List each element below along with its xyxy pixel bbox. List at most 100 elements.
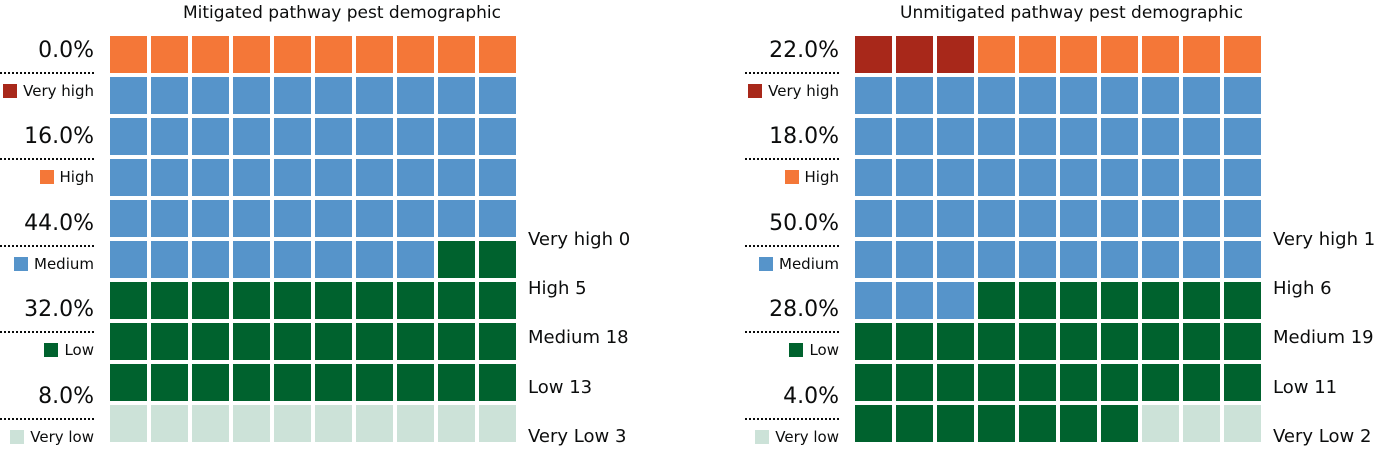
percent-label-low: 32.0% [24, 297, 94, 322]
waffle-cell-medium [110, 159, 147, 196]
waffle-cell-medium [110, 241, 147, 278]
waffle-cell-medium [855, 241, 892, 278]
waffle-cell-high [233, 36, 270, 73]
very-high-swatch [748, 84, 763, 98]
waffle-cell-low [274, 282, 311, 319]
waffle-cell-medium [110, 77, 147, 114]
waffle-cell-medium [356, 159, 393, 196]
waffle-cell-low [978, 364, 1015, 401]
waffle-cell-medium [192, 159, 229, 196]
count-high: High 6 [1273, 278, 1332, 299]
waffle-cell-very-low [1142, 405, 1179, 442]
waffle-cell-medium [479, 118, 516, 155]
waffle-cell-medium [1060, 77, 1097, 114]
waffle-cell-high [1183, 36, 1220, 73]
legend-low: Low [745, 341, 839, 359]
waffle-cell-low [1183, 282, 1220, 319]
waffle-cell-low [110, 282, 147, 319]
waffle-cell-low [356, 282, 393, 319]
waffle-cell-medium [1183, 118, 1220, 155]
waffle-cell-medium [978, 118, 1015, 155]
waffle-cell-medium [397, 200, 434, 237]
waffle-cell-low [397, 323, 434, 360]
waffle-cell-medium [978, 159, 1015, 196]
waffle-cell-low [1101, 364, 1138, 401]
divider [0, 158, 94, 160]
waffle-cell-very-low [479, 405, 516, 442]
waffle-cell-medium [315, 159, 352, 196]
waffle-cell-medium [978, 200, 1015, 237]
divider [745, 245, 839, 247]
waffle-cell-medium [1142, 159, 1179, 196]
waffle-cell-medium [356, 118, 393, 155]
waffle-cell-medium [896, 282, 933, 319]
waffle-cell-low [978, 405, 1015, 442]
waffle-cell-medium [1101, 118, 1138, 155]
waffle-cell-medium [896, 200, 933, 237]
waffle-cell-low [192, 282, 229, 319]
waffle-cell-very-low [397, 405, 434, 442]
waffle-cell-medium [438, 200, 475, 237]
waffle-cell-low [1060, 405, 1097, 442]
count-very-high: Very high 0 [528, 229, 631, 250]
waffle-cell-medium [855, 77, 892, 114]
waffle-cell-low [438, 282, 475, 319]
waffle-cell-medium [110, 200, 147, 237]
waffle-cell-very-low [151, 405, 188, 442]
waffle-cell-medium [937, 241, 974, 278]
waffle-cell-low [1101, 282, 1138, 319]
waffle-cell-low [397, 282, 434, 319]
waffle-cell-medium [151, 241, 188, 278]
count-high: High 5 [528, 278, 587, 299]
waffle-cell-medium [356, 200, 393, 237]
waffle-cell-medium [110, 118, 147, 155]
waffle-cell-medium [315, 241, 352, 278]
waffle-cell-medium [233, 200, 270, 237]
waffle-cell-low [438, 323, 475, 360]
legend-medium: Medium [0, 255, 94, 273]
percent-label-medium: 50.0% [769, 211, 839, 236]
waffle-cell-very-low [192, 405, 229, 442]
waffle-cell-low [1183, 323, 1220, 360]
waffle-cell-low [479, 282, 516, 319]
waffle-cell-medium [274, 200, 311, 237]
waffle-cell-low [896, 323, 933, 360]
waffle-cell-medium [397, 159, 434, 196]
legend-high: High [0, 168, 94, 186]
waffle-cell-very-high [937, 36, 974, 73]
waffle-cell-medium [855, 200, 892, 237]
waffle-cell-low [1060, 282, 1097, 319]
waffle-cell-high [356, 36, 393, 73]
waffle-cell-medium [1101, 200, 1138, 237]
waffle-cell-low [315, 282, 352, 319]
waffle-cell-medium [1224, 200, 1261, 237]
waffle-cell-medium [1142, 118, 1179, 155]
waffle-cell-medium [151, 159, 188, 196]
mitigated-panel: Mitigated pathway pest demographic 0.0% … [0, 3, 631, 447]
chart-title: Mitigated pathway pest demographic [183, 3, 501, 23]
waffle-cell-medium [233, 118, 270, 155]
waffle-cell-medium [937, 159, 974, 196]
waffle-cell-low [192, 323, 229, 360]
waffle-cell-medium [978, 241, 1015, 278]
waffle-cell-very-low [1224, 405, 1261, 442]
waffle-cell-medium [978, 77, 1015, 114]
waffle-cell-medium [356, 77, 393, 114]
waffle-cell-medium [233, 241, 270, 278]
waffle-cell-low [855, 364, 892, 401]
waffle-cell-medium [1224, 118, 1261, 155]
waffle-cell-medium [937, 118, 974, 155]
waffle-cell-low [233, 282, 270, 319]
medium-swatch [759, 257, 774, 271]
waffle-cell-low [397, 364, 434, 401]
waffle-cell-medium [937, 282, 974, 319]
medium-swatch [14, 257, 29, 271]
waffle-cell-low [1224, 323, 1261, 360]
waffle-cell-low [937, 364, 974, 401]
waffle-cell-medium [1183, 241, 1220, 278]
legend-very-low: Very low [745, 428, 839, 446]
waffle-cell-high [1142, 36, 1179, 73]
chart-title: Unmitigated pathway pest demographic [900, 3, 1244, 23]
legend-very-low: Very low [0, 428, 94, 446]
waffle-cell-medium [855, 118, 892, 155]
